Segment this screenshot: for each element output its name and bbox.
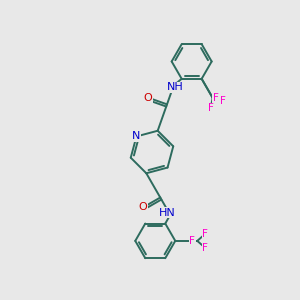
Text: N: N xyxy=(132,131,141,141)
Text: F: F xyxy=(202,229,208,239)
Text: HN: HN xyxy=(159,208,176,218)
Text: F: F xyxy=(213,93,219,103)
Text: F: F xyxy=(208,103,214,113)
Text: NH: NH xyxy=(167,82,184,92)
Text: F: F xyxy=(202,243,208,253)
Text: O: O xyxy=(144,93,152,103)
Text: F: F xyxy=(220,96,226,106)
Text: F: F xyxy=(189,236,195,246)
Text: O: O xyxy=(139,202,147,212)
